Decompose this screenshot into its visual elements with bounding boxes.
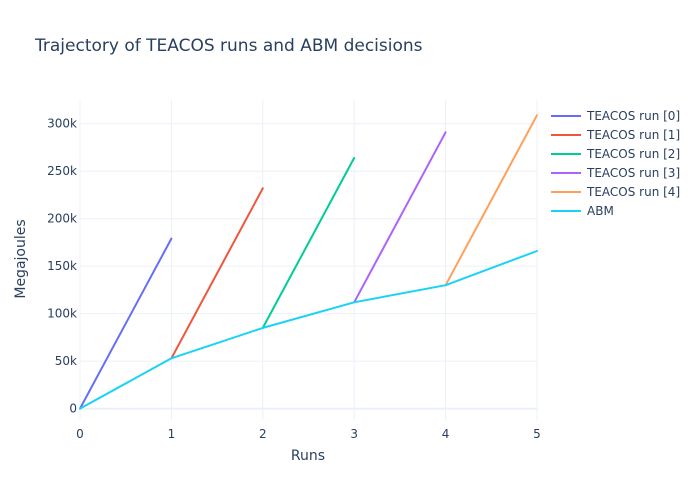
legend-label: TEACOS run [1] (586, 128, 680, 142)
series-line-0[interactable] (79, 237, 173, 410)
y-tick-label: 50k (55, 354, 77, 368)
y-tick-label: 200k (47, 212, 77, 226)
axis-ticks: 0 1 2 3 4 5 0 50k 100k 150k 200k 250k 300k (47, 117, 541, 441)
y-axis-title: Megajoules (13, 219, 29, 298)
legend-label: ABM (587, 204, 614, 218)
series-line-1[interactable] (170, 187, 264, 360)
legend-label: TEACOS run [4] (586, 185, 680, 199)
y-tick-label: 300k (47, 117, 77, 131)
legend-label: TEACOS run [3] (586, 166, 680, 180)
y-tick-label: 250k (47, 164, 77, 178)
series-line-3[interactable] (353, 131, 447, 304)
legend-label: TEACOS run [0] (586, 109, 680, 123)
legend-label: TEACOS run [2] (586, 147, 680, 161)
y-tick-label: 150k (47, 259, 77, 273)
series-lines (79, 114, 538, 410)
y-tick-label: 0 (69, 402, 77, 416)
legend-item[interactable]: TEACOS run [4] (551, 185, 680, 199)
legend-item[interactable]: ABM (551, 204, 614, 218)
legend-item[interactable]: TEACOS run [2] (551, 147, 680, 161)
legend-item[interactable]: TEACOS run [3] (551, 166, 680, 180)
x-tick-label: 0 (76, 427, 84, 441)
legend: TEACOS run [0] TEACOS run [1] TEACOS run [… (551, 109, 680, 218)
series-line-5[interactable] (79, 250, 538, 410)
series-line-4[interactable] (444, 114, 538, 287)
x-tick-label: 4 (442, 427, 450, 441)
grid (79, 100, 538, 420)
x-axis-title: Runs (291, 448, 325, 464)
legend-item[interactable]: TEACOS run [1] (551, 128, 680, 142)
x-tick-label: 1 (168, 427, 176, 441)
x-tick-label: 5 (533, 427, 541, 441)
series-line-2[interactable] (261, 156, 356, 329)
chart-title: Trajectory of TEACOS runs and ABM decisi… (34, 36, 423, 56)
x-tick-label: 3 (350, 427, 358, 441)
y-tick-label: 100k (47, 307, 77, 321)
x-tick-label: 2 (259, 427, 267, 441)
legend-item[interactable]: TEACOS run [0] (551, 109, 680, 123)
